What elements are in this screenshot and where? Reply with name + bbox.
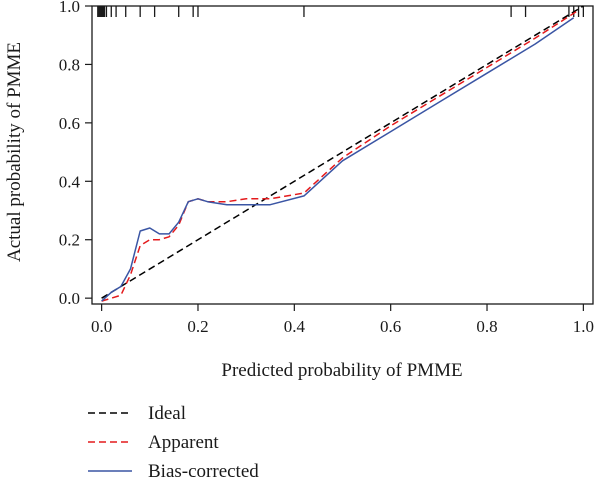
plot-frame bbox=[91, 5, 594, 305]
x-tick-label: 0.8 bbox=[476, 317, 497, 336]
x-tick-label: 0.2 bbox=[187, 317, 208, 336]
y-tick-label: 0.2 bbox=[59, 231, 80, 250]
legend: Ideal Apparent Bias-corrected bbox=[88, 403, 259, 482]
x-tick-label: 1.0 bbox=[573, 317, 594, 336]
y-axis-title: Actual probability of PMME bbox=[4, 42, 25, 262]
plot-border bbox=[91, 5, 594, 305]
legend-label: Ideal bbox=[148, 403, 186, 424]
x-tick-label: 0.0 bbox=[91, 317, 112, 336]
series-line-bias-corrected bbox=[101, 17, 575, 302]
y-tick-label: 0.0 bbox=[59, 289, 80, 308]
y-axis: 0.0 0.2 0.4 0.6 0.8 1.0 bbox=[59, 0, 92, 308]
x-tick-label: 0.4 bbox=[284, 317, 306, 336]
y-tick-label: 0.4 bbox=[59, 172, 81, 191]
series-line-ideal bbox=[101, 5, 584, 299]
x-axis-title: Predicted probability of PMME bbox=[221, 360, 462, 381]
y-tick-label: 0.6 bbox=[59, 114, 80, 133]
legend-label: Apparent bbox=[148, 432, 219, 453]
legend-label: Bias-corrected bbox=[148, 461, 259, 482]
y-tick-label: 0.8 bbox=[59, 55, 80, 74]
series-line-apparent bbox=[101, 11, 577, 302]
y-tick-label: 1.0 bbox=[59, 0, 80, 16]
x-axis: 0.0 0.2 0.4 0.6 0.8 1.0 bbox=[91, 304, 594, 336]
rug-ticks bbox=[97, 6, 585, 17]
series-lines bbox=[101, 5, 584, 302]
x-tick-label: 0.6 bbox=[380, 317, 401, 336]
